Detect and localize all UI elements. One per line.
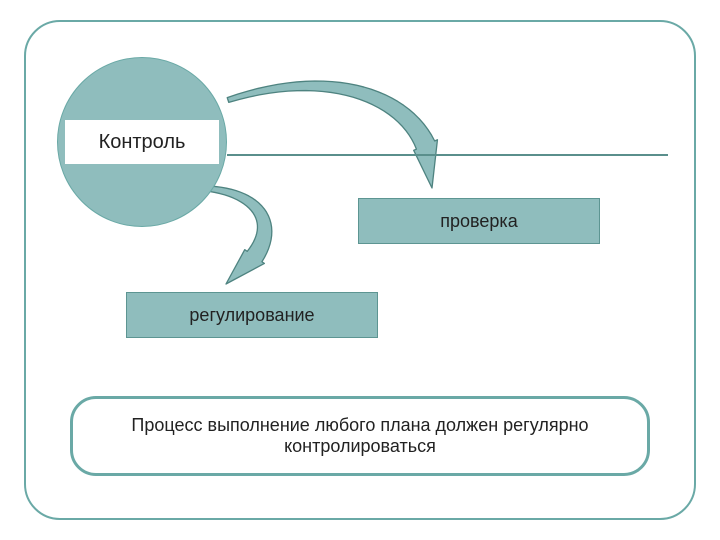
box-check-label: проверка bbox=[440, 211, 517, 232]
header-underline bbox=[227, 154, 668, 156]
box-regulation: регулирование bbox=[126, 292, 378, 338]
summary-label: Процесс выполнение любого плана должен р… bbox=[73, 415, 647, 457]
box-check: проверка bbox=[358, 198, 600, 244]
concept-circle-label: Контроль bbox=[99, 131, 186, 154]
summary-box: Процесс выполнение любого плана должен р… bbox=[70, 396, 650, 476]
concept-circle: Контроль bbox=[57, 57, 227, 227]
box-regulation-label: регулирование bbox=[189, 305, 314, 326]
concept-circle-label-bg: Контроль bbox=[65, 120, 219, 164]
